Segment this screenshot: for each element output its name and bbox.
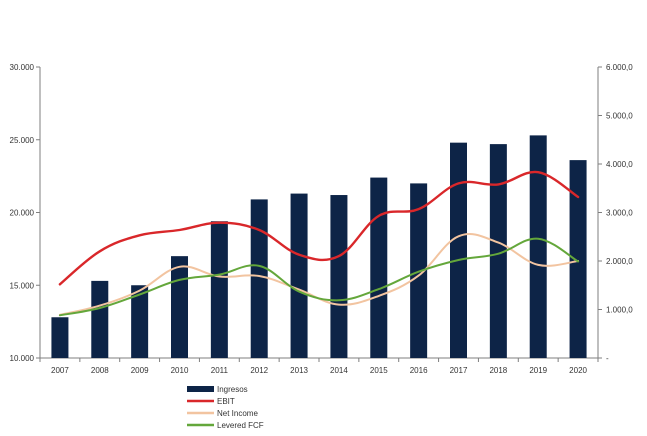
x-tick-label: 2010 — [171, 366, 189, 375]
legend-swatch-ingresos — [187, 386, 214, 392]
bar-ingresos-2008 — [91, 280, 109, 358]
bar-ingresos-2011 — [210, 221, 228, 358]
x-tick-label: 2018 — [489, 366, 507, 375]
right-tick-label: 1.000,0 — [606, 306, 633, 315]
left-tick-label: 25.000 — [10, 136, 35, 145]
line-levered-fcf — [58, 237, 580, 317]
right-tick-label: 3.000,0 — [606, 209, 633, 218]
bar-ingresos-2017 — [450, 142, 467, 358]
bar-ingresos-2012 — [250, 199, 268, 358]
x-tick-label: 2016 — [410, 366, 428, 375]
x-tick-label: 2019 — [529, 366, 547, 375]
right-tick-label: 4.000,0 — [606, 160, 633, 169]
bar-ingresos-2019 — [529, 135, 547, 358]
right-tick-label: - — [606, 354, 609, 363]
bar-ingresos-2010 — [171, 256, 188, 358]
x-tick-label: 2011 — [211, 366, 229, 375]
x-tick-label: 2017 — [450, 366, 468, 375]
x-axis-ticks: 2007 2008 2009 2010 2011 2012 2013 2014 2015 2016… — [39, 358, 599, 375]
x-tick-label: 2007 — [51, 366, 69, 375]
chart-axes — [39, 67, 599, 359]
right-tick-label: 2.000,0 — [606, 257, 633, 266]
bar-ingresos-2013 — [290, 193, 308, 358]
left-tick-label: 15.000 — [10, 281, 35, 290]
x-tick-label: 2009 — [131, 366, 149, 375]
right-axis-ticks: - 1.000,0 2.000,0 3.000,0 4.000,0 5.000,0 6.00… — [598, 63, 633, 363]
x-tick-label: 2020 — [569, 366, 587, 375]
x-tick-label: 2014 — [330, 366, 348, 375]
bar-ingresos-2018 — [489, 144, 507, 358]
right-tick-label: 5.000,0 — [606, 112, 633, 121]
bar-ingresos-2015 — [370, 177, 388, 358]
left-tick-label: 30.000 — [10, 63, 35, 72]
bar-ingresos-2020 — [569, 160, 587, 358]
legend-label-levered-fcf: Levered FCF — [217, 421, 264, 430]
x-tick-label: 2013 — [290, 366, 308, 375]
left-axis-ticks: 10.000 15.000 20.000 25.000 30.000 — [10, 63, 40, 363]
x-tick-label: 2008 — [91, 366, 109, 375]
left-tick-label: 10.000 — [10, 354, 35, 363]
bar-ingresos-2007 — [51, 317, 69, 358]
line-ebit — [58, 170, 580, 286]
line-series-group — [58, 170, 580, 317]
legend-label-ingresos: Ingresos — [217, 385, 248, 394]
bar-series-ingresos — [51, 135, 587, 358]
bar-ingresos-2014 — [330, 195, 348, 358]
legend-label-ebit: EBIT — [217, 397, 235, 406]
left-tick-label: 20.000 — [10, 209, 35, 218]
bar-ingresos-2009 — [131, 285, 149, 358]
legend-label-net-income: Net Income — [217, 409, 258, 418]
chart-legend: Ingresos EBIT Net Income Levered FCF — [187, 385, 264, 430]
x-tick-label: 2012 — [250, 366, 268, 375]
right-tick-label: 6.000,0 — [606, 63, 633, 72]
x-tick-label: 2015 — [370, 366, 388, 375]
